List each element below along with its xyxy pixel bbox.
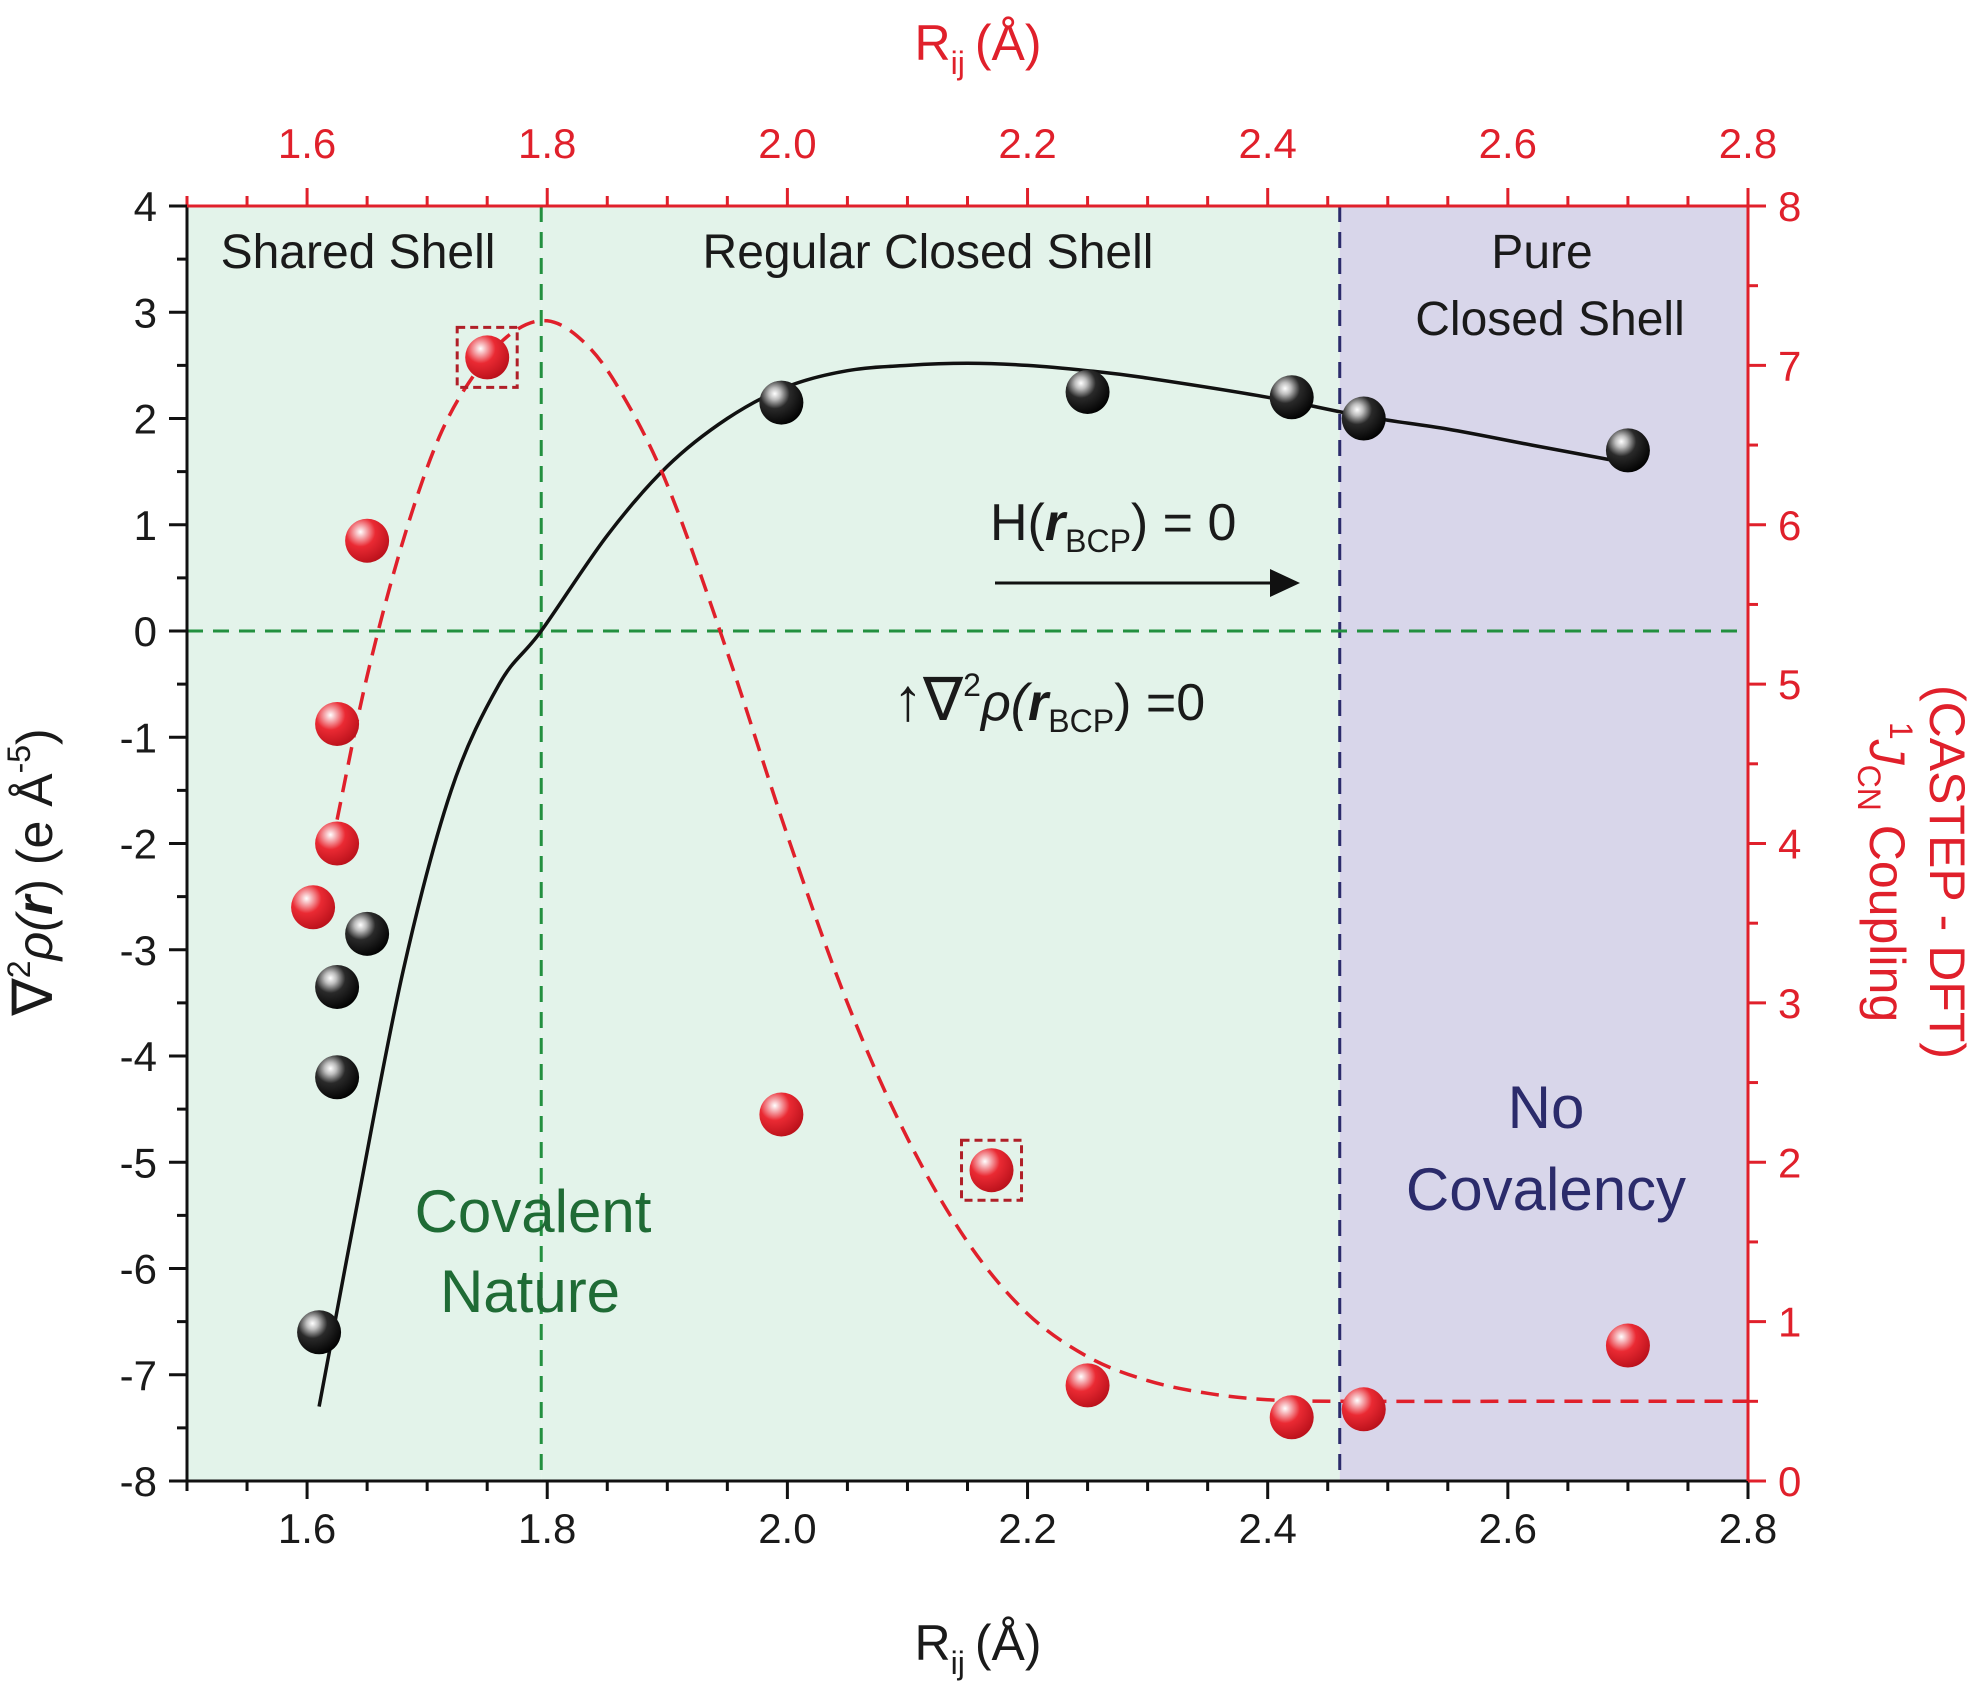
y-left-axis-title: ∇2ρ(r) (e Å-5)	[1, 728, 64, 1016]
top-tick-label: 2.6	[1479, 120, 1537, 167]
coupling-data-point	[465, 335, 510, 380]
laplacian-data-point	[759, 380, 804, 425]
coupling-data-point	[315, 701, 360, 746]
x-tick-label: 2.8	[1719, 1505, 1777, 1552]
coupling-data-point	[1269, 1395, 1314, 1440]
annotations: Covalent Nature No Covalency H(rBCP) = 0…	[415, 494, 1686, 1325]
coupling-fit-curve	[335, 318, 1748, 1404]
y-left-tick-label: -7	[120, 1352, 157, 1399]
coupling-data-point	[345, 518, 390, 563]
coupling-data-point	[1605, 1323, 1650, 1368]
top-tick-label: 1.8	[518, 120, 576, 167]
covalent-line1: Covalent	[415, 1178, 652, 1245]
coupling-data-point	[291, 885, 336, 930]
y-right-tick-label: 8	[1778, 183, 1801, 230]
y-right-tick-label: 3	[1778, 980, 1801, 1027]
data-points	[291, 325, 1650, 1440]
y-right-axis-title-line1: 1JCN Coupling	[1851, 722, 1919, 1022]
no-covalency-line1: No	[1508, 1074, 1585, 1141]
y-left-tick-label: -2	[120, 821, 157, 868]
x-tick-label: 2.6	[1479, 1505, 1537, 1552]
axis-titles: Rij (Å) Rij (Å) ∇2ρ(r) (e Å-5) 1JCN Coupli…	[1, 15, 1975, 1681]
y-right-tick-label: 6	[1778, 502, 1801, 549]
region-labels: Shared Shell Regular Closed Shell Pure C…	[221, 226, 1685, 346]
coupling-highlight-box	[455, 325, 519, 389]
y-left-tick-label: -8	[120, 1458, 157, 1505]
no-covalency-line2: Covalency	[1406, 1156, 1686, 1223]
y-left-tick-label: 4	[134, 183, 157, 230]
top-tick-label: 2.4	[1238, 120, 1296, 167]
x-tick-label: 1.8	[518, 1505, 576, 1552]
y-left-tick-label: -6	[120, 1246, 157, 1293]
x-tick-label: 2.0	[758, 1505, 816, 1552]
region-shared	[187, 206, 542, 1481]
label-pure-line1: Pure	[1491, 226, 1592, 279]
y-left-tick-label: -4	[120, 1033, 157, 1080]
region-regular	[541, 206, 1340, 1481]
y-right-tick-label: 5	[1778, 661, 1801, 708]
coupling-data-point	[1341, 1387, 1386, 1432]
top-tick-label: 2.0	[758, 120, 816, 167]
laplacian-data-point	[297, 1310, 342, 1355]
h-bcp-arrow-head	[1270, 569, 1300, 597]
y-right-tick-label: 0	[1778, 1458, 1801, 1505]
laplacian-data-point	[315, 964, 360, 1009]
y-left-tick-label: -3	[120, 927, 157, 974]
y-left-tick-label: 1	[134, 502, 157, 549]
laplacian-data-point	[1605, 428, 1650, 473]
x-axis-title: Rij (Å)	[915, 1615, 1042, 1681]
laplacian-data-point	[1269, 375, 1314, 420]
tick-labels: 1.6 1.8 2.0 2.2 2.4 2.6 2.8 1.6 1.8 2.0 2.2 2.4 2.6 2…	[120, 120, 1802, 1552]
laplacian-data-point	[1065, 369, 1110, 414]
y-left-tick-label: 3	[134, 289, 157, 336]
label-regular-closed-shell: Regular Closed Shell	[703, 226, 1154, 279]
reference-lines	[187, 206, 1748, 1481]
y-right-tick-label: 1	[1778, 1299, 1801, 1346]
top-tick-label: 1.6	[278, 120, 336, 167]
laplacian-data-point	[345, 911, 390, 956]
y-right-tick-label: 7	[1778, 342, 1801, 389]
coupling-data-point	[969, 1148, 1014, 1193]
y-left-tick-label: 2	[134, 396, 157, 443]
lap-bcp-label: ↑∇2ρ(rBCP) =0	[893, 666, 1205, 739]
coupling-data-point	[1065, 1363, 1110, 1408]
axes	[169, 188, 1766, 1499]
y-right-tick-label: 4	[1778, 821, 1801, 868]
y-right-axis-title-line2: (CASTEP - DFT)	[1919, 685, 1975, 1059]
coupling-highlight-box	[960, 1138, 1024, 1202]
y-left-tick-label: -5	[120, 1139, 157, 1186]
label-pure-line2: Closed Shell	[1415, 293, 1684, 346]
x-tick-label: 1.6	[278, 1505, 336, 1552]
y-right-tick-label: 2	[1778, 1139, 1801, 1186]
top-tick-label: 2.2	[998, 120, 1056, 167]
label-shared-shell: Shared Shell	[221, 226, 496, 279]
coupling-data-point	[759, 1092, 804, 1137]
h-bcp-label: H(rBCP) = 0	[990, 494, 1236, 559]
covalent-line2: Nature	[440, 1258, 620, 1325]
y-left-tick-label: -1	[120, 714, 157, 761]
x-tick-label: 2.4	[1238, 1505, 1296, 1552]
x-tick-label: 2.2	[998, 1505, 1056, 1552]
plot-regions	[187, 206, 1748, 1481]
coupling-data-point	[315, 821, 360, 866]
top-axis-title: Rij (Å)	[915, 15, 1042, 81]
y-left-tick-label: 0	[134, 608, 157, 655]
laplacian-data-point	[1341, 396, 1386, 441]
top-tick-label: 2.8	[1719, 120, 1777, 167]
laplacian-data-point	[315, 1055, 360, 1100]
region-pure	[1339, 206, 1748, 1481]
